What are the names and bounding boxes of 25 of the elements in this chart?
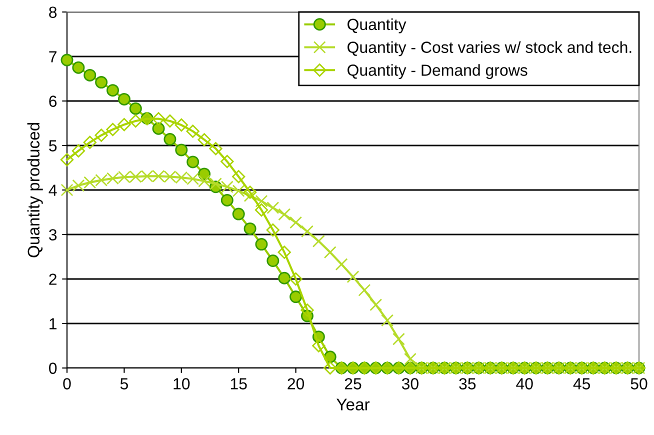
x-tick-label: 50 [630,378,648,390]
legend-label: Quantity - Cost varies w/ stock and tech. [348,41,632,56]
legend-label: Quantity [348,18,406,34]
y-tick-label: 5 [49,140,57,152]
y-tick-label: 6 [49,96,57,107]
y-tick-label: 0 [49,362,57,374]
y-axis-title: Quantity produced [27,122,43,258]
x-tick-label: 15 [230,378,247,390]
x-tick-label: 45 [573,378,590,390]
x-tick-label: 20 [288,378,304,390]
x-tick-label: 0 [63,378,71,390]
legend-label: Quantity - Demand grows [348,64,528,80]
y-tick-label: 4 [48,184,57,196]
x-tick-label: 40 [516,378,533,390]
x-tick-label: 25 [344,378,362,390]
x-tick-label: 30 [402,378,418,390]
y-tick-label: 2 [49,274,56,285]
x-tick-label: 35 [459,378,476,390]
y-tick-label: 7 [49,51,56,62]
y-tick-label: 8 [49,6,57,18]
x-tick-label: 5 [120,378,128,390]
y-tick-label: 1 [50,318,56,330]
y-tick-label: 3 [49,229,57,240]
x-axis-title: Year [336,398,370,410]
x-tick-label: 10 [174,378,190,390]
